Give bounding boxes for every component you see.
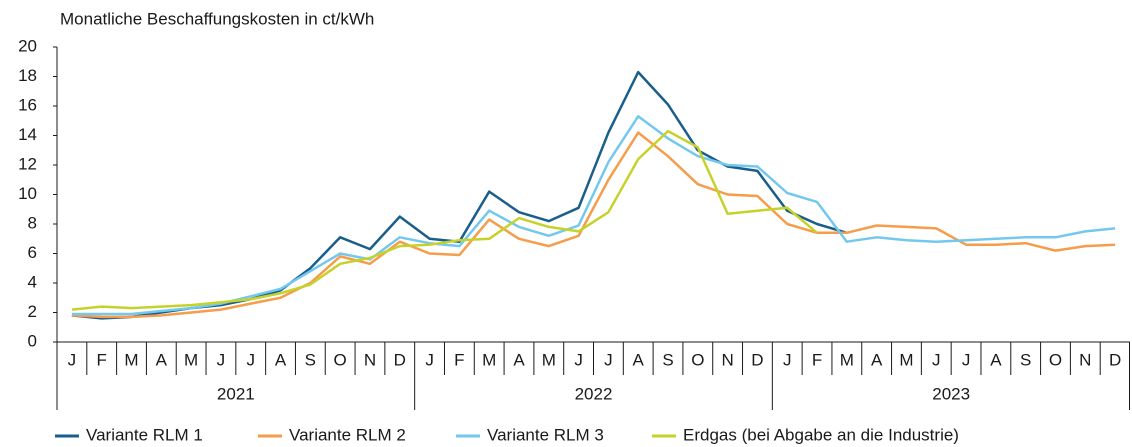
x-tick-label: O [1049,350,1062,369]
y-tick-label: 16 [18,95,37,114]
y-tick-label: 14 [18,125,37,144]
year-label: 2023 [932,384,970,403]
series-line [71,131,1116,319]
x-tick-label: S [305,350,316,369]
x-tick-label: D [394,350,406,369]
x-tick-label: J [962,350,971,369]
x-tick-label: M [184,350,198,369]
x-tick-label: O [691,350,704,369]
y-tick-label: 6 [28,243,37,262]
x-tick-label: M [482,350,496,369]
y-tick-label: 4 [28,272,37,291]
x-tick-label: M [542,350,556,369]
x-tick-label: M [124,350,138,369]
x-tick-label: A [633,350,645,369]
legend-label: Variante RLM 2 [289,425,406,444]
x-tick-label: J [246,350,255,369]
x-tick-label: N [721,350,733,369]
x-tick-label: A [871,350,883,369]
x-tick-label: M [840,350,854,369]
x-tick-label: A [275,350,287,369]
y-tick-label: 8 [28,213,37,232]
x-tick-label: N [1079,350,1091,369]
x-tick-label: A [156,350,168,369]
x-tick-label: O [334,350,347,369]
chart-title: Monatliche Beschaffungskosten in ct/kWh [60,9,374,28]
x-tick-label: J [425,350,434,369]
x-tick-label: F [97,350,107,369]
x-tick-label: D [751,350,763,369]
x-tick-label: A [990,350,1002,369]
year-label: 2022 [575,384,613,403]
legend-label: Erdgas (bei Abgabe an die Industrie) [683,425,959,444]
x-tick-label: S [662,350,673,369]
series-line [71,129,818,311]
x-tick-label: J [68,350,77,369]
y-tick-label: 2 [28,302,37,321]
x-tick-label: M [899,350,913,369]
x-tick-label: A [513,350,525,369]
x-tick-label: N [364,350,376,369]
y-tick-label: 20 [18,36,37,55]
x-tick-label: J [217,350,226,369]
legend-label: Variante RLM 3 [487,425,604,444]
x-tick-label: F [812,350,822,369]
y-tick-label: 0 [28,331,37,350]
x-tick-label: J [783,350,792,369]
y-tick-label: 10 [18,184,37,203]
y-tick-label: 12 [18,154,37,173]
x-tick-label: J [604,350,613,369]
x-tick-label: S [1020,350,1031,369]
x-tick-label: J [574,350,583,369]
year-label: 2021 [217,384,255,403]
x-tick-label: F [454,350,464,369]
series-line [71,115,1116,316]
x-tick-label: J [932,350,941,369]
y-tick-label: 18 [18,66,37,85]
legend-label: Variante RLM 1 [86,425,203,444]
x-tick-label: D [1109,350,1121,369]
